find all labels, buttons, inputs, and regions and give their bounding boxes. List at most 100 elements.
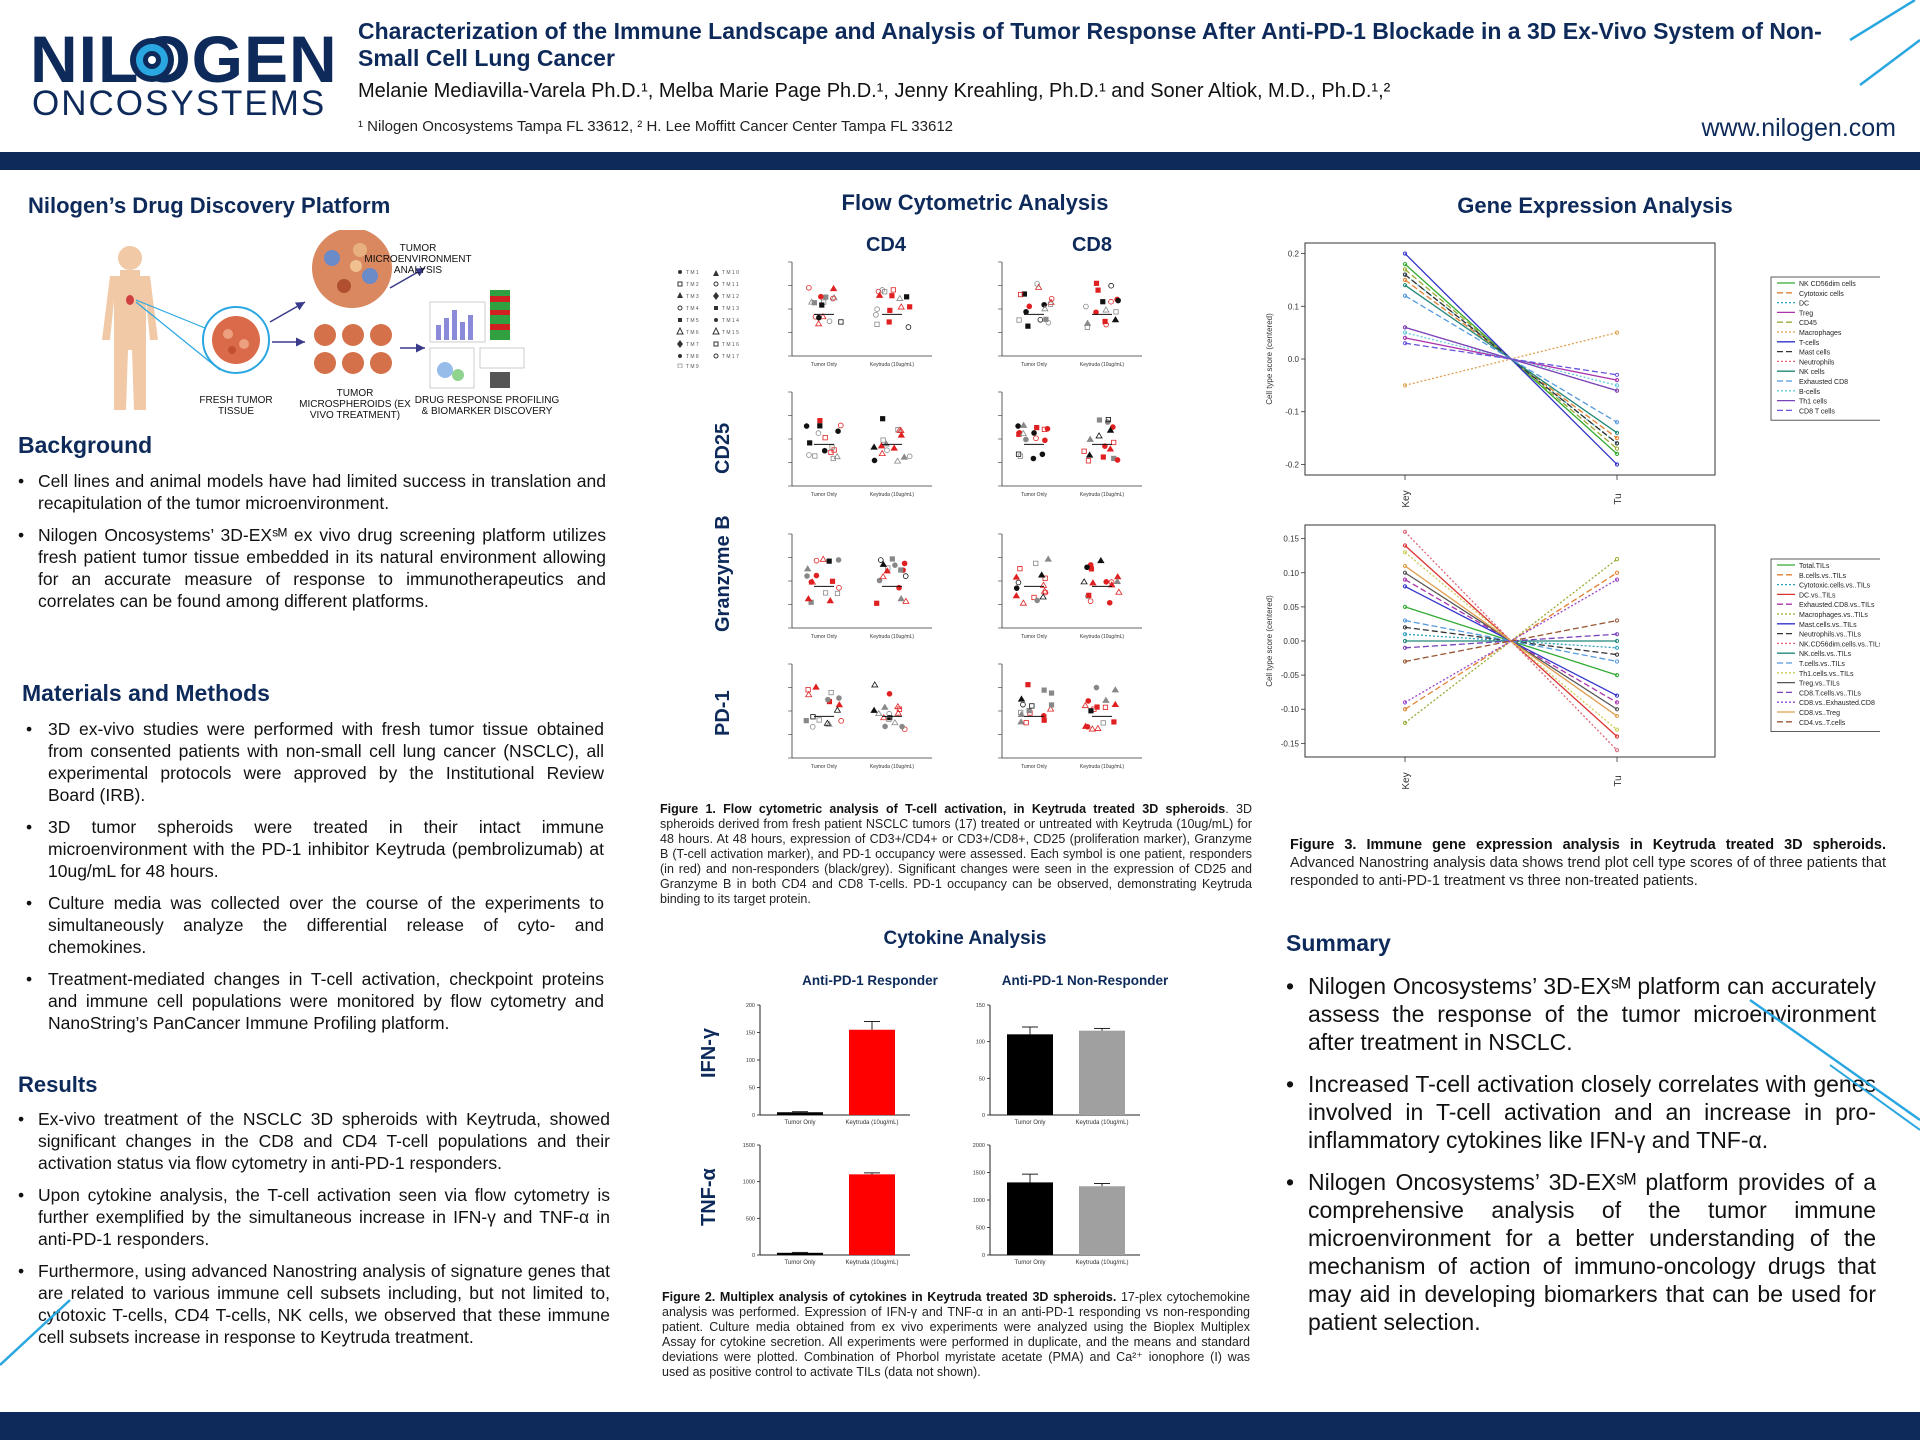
data-point [818, 293, 824, 300]
x-tick-label: Keytruda (10ug/mL) [870, 492, 915, 498]
y-axis-label: Cell type score (centered) [1265, 595, 1274, 687]
data-point [873, 311, 879, 318]
data-point [1044, 555, 1052, 562]
y-tick-label: -0.15 [1281, 739, 1300, 748]
legend-label: CD8.T.cells.vs..TILs [1799, 690, 1861, 697]
data-point [1402, 584, 1408, 589]
legend-label: DC [1799, 301, 1809, 308]
data-point [1041, 687, 1047, 693]
scatter-panel: Tumor Only Keytruda (10ug/mL) [998, 391, 1142, 498]
data-point [1108, 282, 1114, 289]
data-point [1031, 594, 1037, 601]
data-point [1115, 588, 1123, 595]
y-tick-label: 0.1 [1288, 302, 1300, 311]
svg-text:T M 1 1: T M 1 1 [722, 282, 739, 288]
data-point [887, 714, 893, 721]
data-point [825, 720, 833, 727]
data-point [836, 695, 842, 701]
data-point [814, 320, 823, 327]
data-point [1034, 597, 1040, 604]
data-point [809, 724, 816, 730]
data-point [1614, 727, 1620, 732]
data-point [1614, 451, 1620, 457]
data-point [1402, 277, 1408, 283]
data-point [897, 426, 905, 433]
data-point [1017, 453, 1024, 459]
legend-label: Th1.cells.vs..TILs [1799, 671, 1854, 678]
data-point [871, 457, 878, 464]
data-point [1039, 451, 1046, 458]
data-point [1017, 695, 1026, 702]
scatter-panel: Tumor Only Keytruda (10ug/mL) [788, 533, 932, 640]
data-point [1614, 659, 1620, 664]
data-point [811, 300, 817, 306]
data-point [1081, 722, 1090, 729]
data-point [1402, 625, 1408, 630]
data-point [826, 597, 834, 604]
data-point [899, 723, 905, 730]
data-point [835, 701, 844, 708]
x-tick-label: Keytruda (10ug/mL) [1080, 764, 1125, 770]
data-point [834, 590, 841, 597]
data-point [1080, 578, 1088, 585]
data-point [879, 560, 888, 567]
data-point [1402, 638, 1408, 644]
bar [849, 1174, 895, 1255]
data-point [1402, 659, 1408, 664]
data-point [1025, 682, 1031, 688]
methods-heading: Materials and Methods [22, 680, 270, 706]
legend-label: Mast cells [1799, 350, 1831, 357]
series-line [1404, 633, 1618, 649]
legend-label: Mast.cells.vs..TILs [1799, 622, 1857, 629]
data-point [1013, 585, 1020, 591]
data-point [830, 455, 836, 462]
data-point [874, 321, 880, 327]
data-point [1614, 734, 1620, 739]
row-ifn-gamma: IFN-γ [698, 1028, 720, 1078]
data-point [890, 287, 896, 293]
y-tick-label: 2000 [973, 1143, 985, 1149]
data-point [1019, 599, 1028, 606]
data-point [1614, 645, 1620, 650]
data-point [838, 319, 844, 325]
y-tick-label: 0.15 [1283, 535, 1299, 544]
data-point [901, 560, 908, 567]
data-point [1021, 291, 1027, 297]
poster-header: NILOGEN ONCOSYSTEMS Characterization of … [0, 0, 1920, 152]
website-link[interactable]: www.nilogen.com [1701, 114, 1896, 142]
data-point [1031, 430, 1037, 436]
legend-label: CD8 T cells [1799, 408, 1835, 415]
data-point [1048, 702, 1055, 708]
background-heading: Background [18, 432, 153, 458]
data-point [819, 555, 827, 562]
data-point [898, 567, 904, 573]
data-point [1087, 598, 1094, 604]
data-point [1095, 432, 1103, 439]
data-point [1039, 593, 1047, 600]
cytokine-heading: Cytokine Analysis [883, 928, 1047, 949]
svg-text:T M 2: T M 2 [686, 282, 699, 288]
data-point [1614, 420, 1620, 425]
data-point [1402, 267, 1408, 272]
data-point [1614, 462, 1620, 467]
bar-chart: 0 50 100 150 200 Tumor Only Keytruda (10ug/mL) [746, 1003, 910, 1126]
x-tick-label: Keytruda (10ug/mL) [1075, 1260, 1128, 1266]
data-point [884, 447, 890, 453]
x-tick-label: Tumor Only [811, 764, 837, 770]
col-cd4: CD4 [865, 234, 906, 256]
x-tick-label: Keytruda (10ug/mL) [1080, 362, 1125, 368]
legend-label: T-cells [1799, 340, 1820, 347]
scatter-panel: Tumor Only Keytruda (10ug/mL) [998, 533, 1142, 640]
data-point [1111, 439, 1117, 446]
data-point [803, 423, 810, 429]
data-point [838, 718, 844, 724]
data-point [1045, 319, 1052, 326]
data-point [1103, 321, 1109, 328]
data-point [1108, 581, 1116, 588]
data-point [1614, 372, 1620, 377]
bar [777, 1252, 823, 1255]
background-list: Cell lines and animal models have had li… [18, 470, 606, 622]
data-point [804, 573, 810, 579]
x-tick-label: Tumor Only [1021, 634, 1047, 640]
data-point [805, 687, 811, 693]
